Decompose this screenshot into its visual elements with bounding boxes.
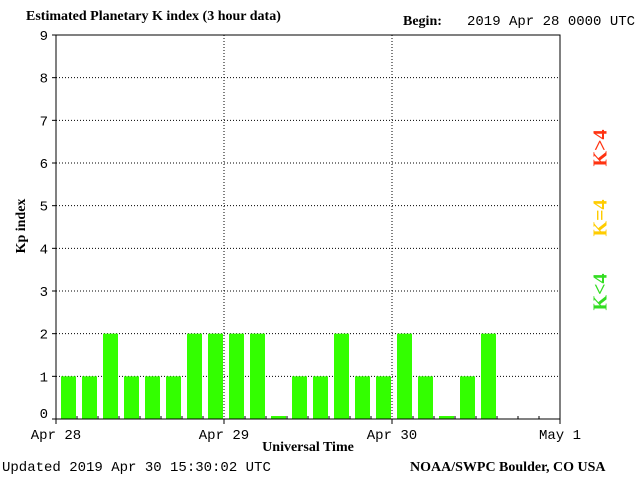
kp-bar xyxy=(376,376,391,419)
kp-bar xyxy=(439,416,454,419)
kp-bar xyxy=(103,333,118,419)
kp-bar xyxy=(481,333,496,419)
kp-bar xyxy=(355,376,370,419)
y-tick-label: 4 xyxy=(40,242,48,258)
kp-bar xyxy=(166,376,181,419)
begin-label: Begin: xyxy=(403,14,442,29)
y-tick-label: 3 xyxy=(40,285,48,301)
y-tick-label: 0 xyxy=(40,407,48,423)
kp-bar xyxy=(292,376,307,419)
kp-bar xyxy=(334,333,349,419)
kp-bar xyxy=(418,376,433,419)
begin-value: 2019 Apr 28 0000 UTC xyxy=(467,14,636,30)
kp-bar xyxy=(145,376,160,419)
updated-timestamp: Updated 2019 Apr 30 15:30:02 UTC xyxy=(2,460,271,476)
kp-bar xyxy=(250,333,265,419)
chart-bars xyxy=(61,333,496,419)
y-tick-label: 2 xyxy=(40,328,48,344)
x-tick-label: Apr 30 xyxy=(367,428,417,444)
credit-text: NOAA/SWPC Boulder, CO USA xyxy=(410,460,606,475)
y-tick-label: 9 xyxy=(40,29,48,45)
kp-bar xyxy=(229,333,244,419)
x-tick-label: Apr 29 xyxy=(199,428,249,444)
kp-bar xyxy=(397,333,412,419)
y-axis-label: Kp index xyxy=(14,198,29,254)
kp-bar xyxy=(460,376,475,419)
y-tick-label: 7 xyxy=(40,114,48,130)
kp-bar xyxy=(187,333,202,419)
legend-k-equal-4: K=4 xyxy=(589,199,612,237)
x-axis-label: Universal Time xyxy=(262,440,354,455)
y-tick-label: 8 xyxy=(40,72,48,88)
chart-title: Estimated Planetary K index (3 hour data… xyxy=(26,9,281,24)
legend-k-above-4: K>4 xyxy=(589,129,612,167)
kp-bar xyxy=(271,416,286,419)
legend-k-below-4: K<4 xyxy=(589,273,612,311)
kp-bar xyxy=(313,376,328,419)
y-tick-label: 5 xyxy=(40,200,48,216)
x-tick-label: Apr 28 xyxy=(31,428,81,444)
y-tick-label: 1 xyxy=(40,370,48,386)
y-tick-label: 6 xyxy=(40,157,48,173)
kp-bar xyxy=(82,376,97,419)
x-tick-label: May 1 xyxy=(539,428,581,444)
chart-ticks: 0 1 2 3 4 5 6 7 8 9 Apr 28 Apr 29 Apr 30 May 1 xyxy=(31,29,581,444)
kp-bar xyxy=(208,333,223,419)
kp-bar xyxy=(61,376,76,419)
kp-bar xyxy=(124,376,139,419)
